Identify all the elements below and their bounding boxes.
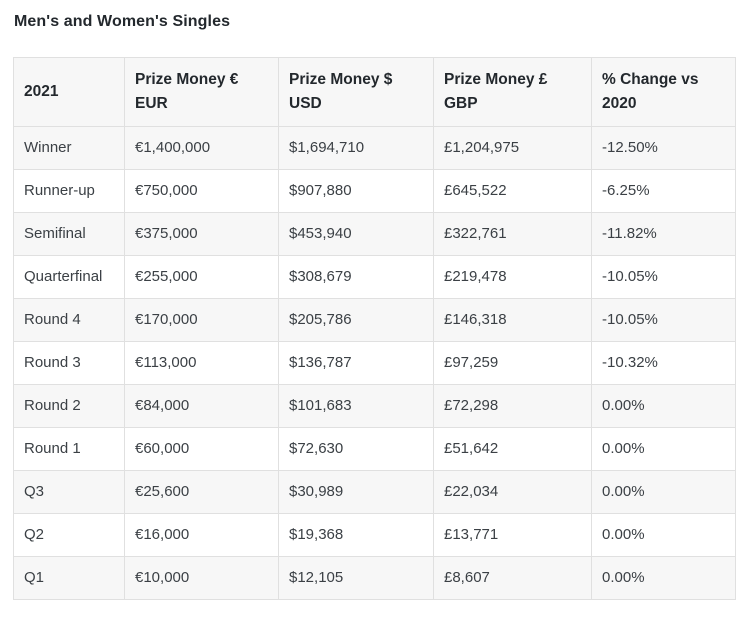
change-cell: -10.05% [591, 298, 736, 342]
round-cell: Quarterfinal [13, 255, 125, 299]
table-row: Round 1 €60,000 $72,630 £51,642 0.00% [13, 427, 736, 471]
change-cell: -11.82% [591, 212, 736, 256]
change-cell: 0.00% [591, 384, 736, 428]
gbp-cell: £219,478 [433, 255, 592, 299]
eur-cell: €170,000 [124, 298, 279, 342]
usd-cell: $907,880 [278, 169, 434, 213]
table-row: Q1 €10,000 $12,105 £8,607 0.00% [13, 556, 736, 600]
page-title: Men's and Women's Singles [14, 13, 231, 30]
change-cell: -10.05% [591, 255, 736, 299]
col-header-usd: Prize Money $ USD [278, 57, 434, 127]
gbp-cell: £97,259 [433, 341, 592, 385]
round-cell: Round 2 [13, 384, 125, 428]
change-cell: -12.50% [591, 126, 736, 170]
round-cell: Q2 [13, 513, 125, 557]
eur-cell: €10,000 [124, 556, 279, 600]
table-row: Winner €1,400,000 $1,694,710 £1,204,975 … [13, 126, 736, 170]
eur-cell: €113,000 [124, 341, 279, 385]
gbp-cell: £72,298 [433, 384, 592, 428]
usd-cell: $19,368 [278, 513, 434, 557]
col-header-year: 2021 [13, 57, 125, 127]
round-cell: Semifinal [13, 212, 125, 256]
change-cell: 0.00% [591, 513, 736, 557]
usd-cell: $1,694,710 [278, 126, 434, 170]
usd-cell: $308,679 [278, 255, 434, 299]
change-cell: -10.32% [591, 341, 736, 385]
table-row: Runner-up €750,000 $907,880 £645,522 -6.… [13, 169, 736, 213]
table-row: Round 3 €113,000 $136,787 £97,259 -10.32… [13, 341, 736, 385]
gbp-cell: £1,204,975 [433, 126, 592, 170]
gbp-cell: £22,034 [433, 470, 592, 514]
eur-cell: €84,000 [124, 384, 279, 428]
round-cell: Round 4 [13, 298, 125, 342]
round-cell: Q1 [13, 556, 125, 600]
usd-cell: $453,940 [278, 212, 434, 256]
table-row: Q3 €25,600 $30,989 £22,034 0.00% [13, 470, 736, 514]
table-row: Round 2 €84,000 $101,683 £72,298 0.00% [13, 384, 736, 428]
round-cell: Q3 [13, 470, 125, 514]
change-cell: -6.25% [591, 169, 736, 213]
prize-money-table: 2021 Prize Money € EUR Prize Money $ USD… [13, 57, 736, 600]
round-cell: Round 1 [13, 427, 125, 471]
gbp-cell: £51,642 [433, 427, 592, 471]
gbp-cell: £645,522 [433, 169, 592, 213]
eur-cell: €750,000 [124, 169, 279, 213]
round-cell: Winner [13, 126, 125, 170]
table-row: Semifinal €375,000 $453,940 £322,761 -11… [13, 212, 736, 256]
usd-cell: $72,630 [278, 427, 434, 471]
header-row: 2021 Prize Money € EUR Prize Money $ USD… [13, 57, 736, 127]
table-body: Winner €1,400,000 $1,694,710 £1,204,975 … [13, 126, 736, 600]
usd-cell: $136,787 [278, 341, 434, 385]
eur-cell: €25,600 [124, 470, 279, 514]
col-header-gbp: Prize Money £ GBP [433, 57, 592, 127]
eur-cell: €16,000 [124, 513, 279, 557]
table-row: Round 4 €170,000 $205,786 £146,318 -10.0… [13, 298, 736, 342]
table-row: Q2 €16,000 $19,368 £13,771 0.00% [13, 513, 736, 557]
usd-cell: $205,786 [278, 298, 434, 342]
usd-cell: $12,105 [278, 556, 434, 600]
gbp-cell: £8,607 [433, 556, 592, 600]
usd-cell: $30,989 [278, 470, 434, 514]
col-header-change: % Change vs 2020 [591, 57, 736, 127]
table-row: Quarterfinal €255,000 $308,679 £219,478 … [13, 255, 736, 299]
eur-cell: €255,000 [124, 255, 279, 299]
gbp-cell: £322,761 [433, 212, 592, 256]
col-header-eur: Prize Money € EUR [124, 57, 279, 127]
table-header: 2021 Prize Money € EUR Prize Money $ USD… [13, 57, 736, 127]
change-cell: 0.00% [591, 427, 736, 471]
eur-cell: €60,000 [124, 427, 279, 471]
eur-cell: €375,000 [124, 212, 279, 256]
gbp-cell: £146,318 [433, 298, 592, 342]
eur-cell: €1,400,000 [124, 126, 279, 170]
round-cell: Round 3 [13, 341, 125, 385]
change-cell: 0.00% [591, 556, 736, 600]
gbp-cell: £13,771 [433, 513, 592, 557]
usd-cell: $101,683 [278, 384, 434, 428]
round-cell: Runner-up [13, 169, 125, 213]
change-cell: 0.00% [591, 470, 736, 514]
